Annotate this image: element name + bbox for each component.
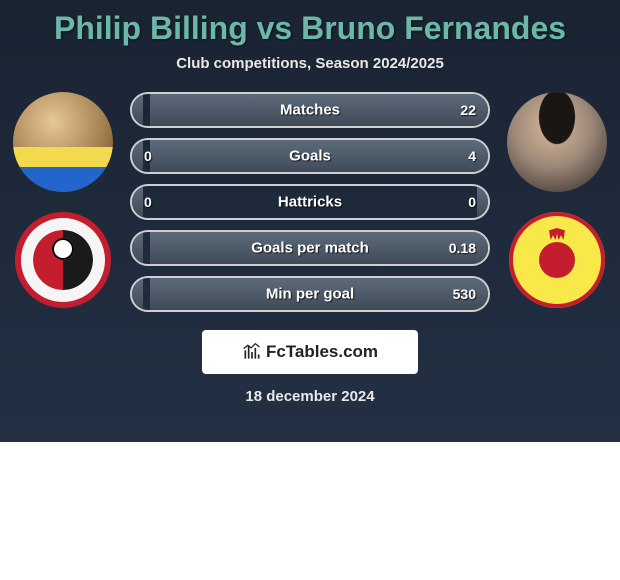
club-left-crest — [15, 212, 111, 308]
stat-row: Min per goal 530 — [130, 276, 490, 312]
stat-row: Goals per match 0.18 — [130, 230, 490, 266]
stat-label: Goals per match — [251, 240, 369, 257]
fill-left — [132, 140, 143, 172]
stat-pill: 0 Hattricks 0 — [130, 184, 490, 220]
stat-pill: 0 Goals 4 — [130, 138, 490, 174]
stat-pill: Matches 22 — [130, 92, 490, 128]
stat-label: Min per goal — [266, 286, 354, 303]
stat-pill: Min per goal 530 — [130, 276, 490, 312]
left-side — [8, 92, 118, 308]
fill-right — [477, 186, 488, 218]
brand-text: FcTables.com — [266, 342, 378, 362]
page-title: Philip Billing vs Bruno Fernandes — [0, 0, 620, 47]
club-right-crest — [509, 212, 605, 308]
subtitle: Club competitions, Season 2024/2025 — [0, 55, 620, 72]
stat-row: 0 Hattricks 0 — [130, 184, 490, 220]
stat-row: Matches 22 — [130, 92, 490, 128]
stat-label: Hattricks — [278, 194, 342, 211]
fill-left — [132, 278, 143, 310]
stat-value-right: 0 — [468, 194, 476, 210]
chart-icon — [242, 342, 262, 362]
stat-row: 0 Goals 4 — [130, 138, 490, 174]
fill-left — [132, 94, 143, 126]
stat-value-right: 0.18 — [449, 240, 476, 256]
fill-left — [132, 232, 143, 264]
stat-label: Matches — [280, 102, 340, 119]
generated-date: 18 december 2024 — [0, 388, 620, 405]
stat-value-left: 0 — [144, 148, 152, 164]
comparison-card: Philip Billing vs Bruno Fernandes Club c… — [0, 0, 620, 442]
player-right-avatar — [507, 92, 607, 192]
stat-value-right: 22 — [460, 102, 476, 118]
stat-value-right: 4 — [468, 148, 476, 164]
columns: Matches 22 0 Goals 4 0 Hattricks 0 Goals per mat… — [0, 92, 620, 312]
stats-list: Matches 22 0 Goals 4 0 Hattricks 0 Goals per mat… — [118, 92, 502, 312]
brand-badge: FcTables.com — [202, 330, 418, 374]
stat-label: Goals — [289, 148, 331, 165]
stat-value-right: 530 — [453, 286, 476, 302]
player-left-avatar — [13, 92, 113, 192]
fill-left — [132, 186, 143, 218]
stat-value-left: 0 — [144, 194, 152, 210]
stat-pill: Goals per match 0.18 — [130, 230, 490, 266]
right-side — [502, 92, 612, 308]
